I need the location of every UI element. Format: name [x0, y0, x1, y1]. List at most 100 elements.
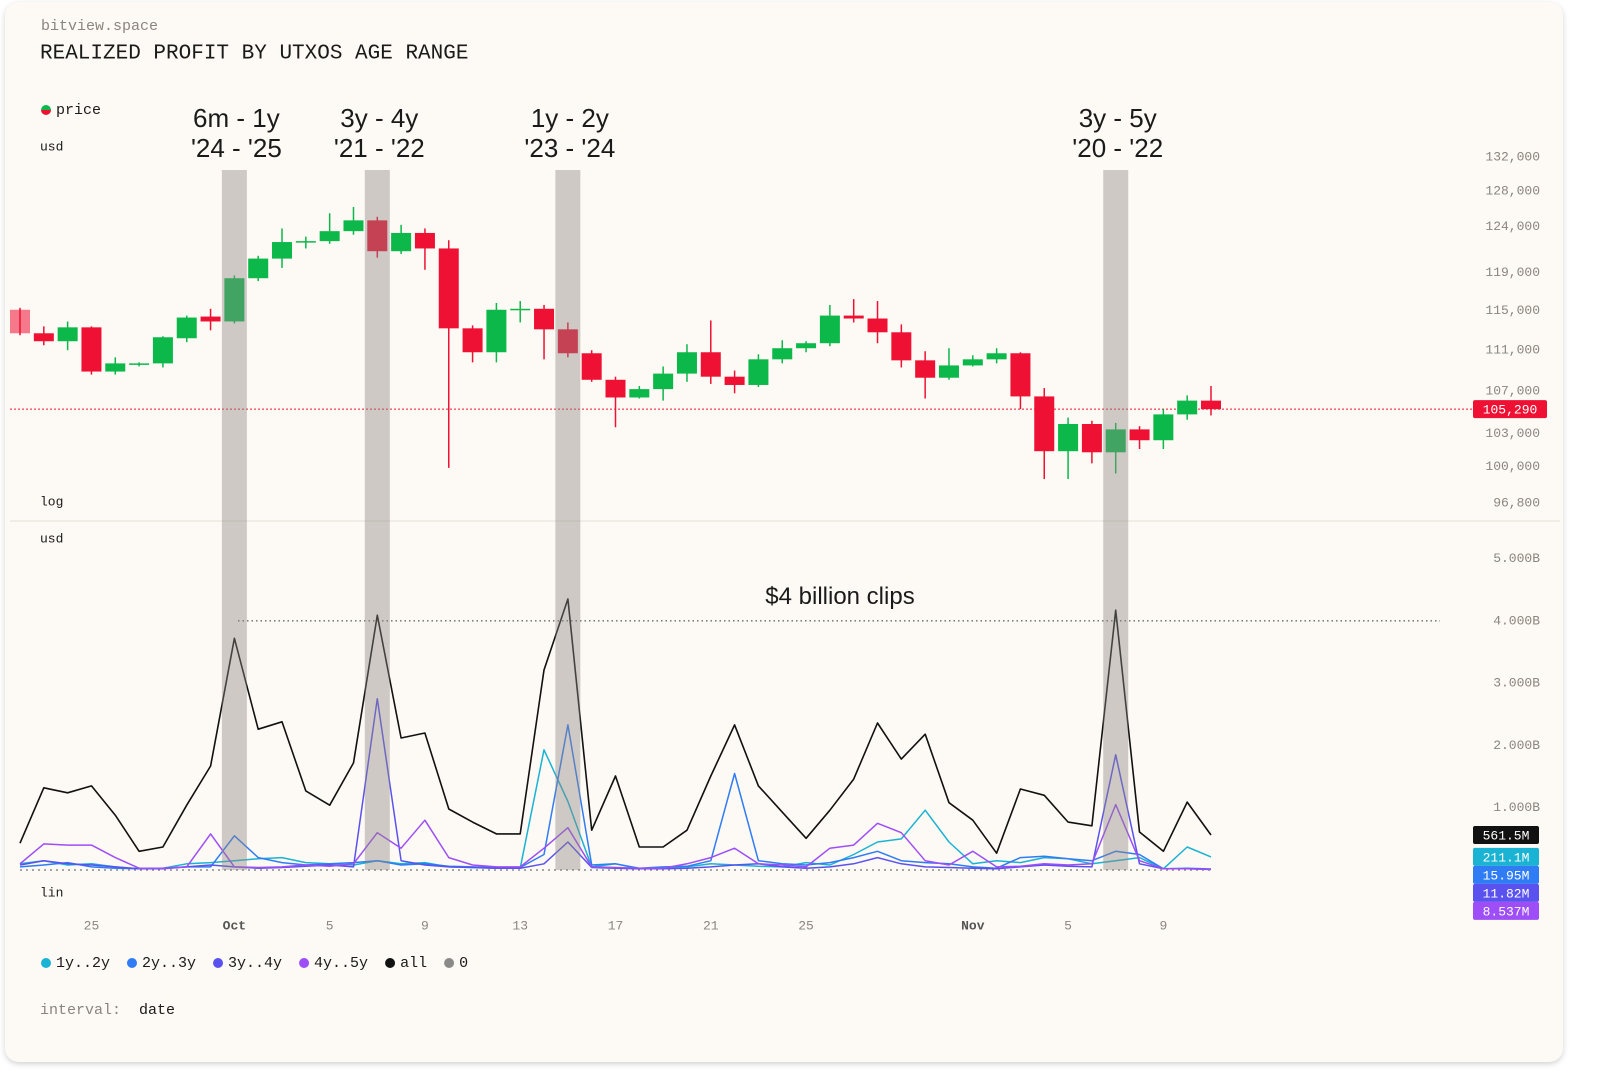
legend-label: 1y..2y	[56, 955, 110, 972]
candle-body	[438, 248, 459, 329]
highlight-band	[1103, 170, 1129, 870]
candle-body	[1058, 424, 1079, 452]
candle-body	[915, 360, 936, 378]
y-tick-label: 128,000	[1485, 184, 1540, 199]
candle-body	[33, 333, 54, 342]
legend-swatch	[213, 958, 224, 968]
candle-body	[152, 337, 173, 364]
candle-body	[986, 353, 1007, 360]
x-tick-label: 13	[512, 918, 528, 933]
candle-body	[81, 327, 102, 372]
y-tick-label: 2.000B	[1493, 738, 1540, 753]
legend-label: price	[56, 102, 101, 119]
series-line	[19, 803, 1212, 871]
y-tick-label: 132,000	[1485, 149, 1540, 164]
candle-body	[962, 359, 983, 366]
x-tick-label: 9	[421, 918, 429, 933]
candle-body	[224, 278, 245, 322]
legend-swatch	[299, 958, 310, 968]
candle-body	[843, 315, 864, 319]
annotation-label: 3y - 5y	[1079, 103, 1157, 133]
x-tick-label: 25	[84, 918, 100, 933]
reference-label: $4 billion clips	[765, 583, 914, 610]
candle-body	[867, 318, 888, 333]
annotation-label: 1y - 2y	[531, 103, 609, 133]
legend-swatch	[444, 958, 455, 968]
legend-item: 1y..2y	[41, 955, 110, 972]
legend-item: 4y..5y	[299, 955, 368, 972]
value-label-bg	[1473, 847, 1539, 866]
candle-body	[772, 348, 793, 360]
value-label-bg	[1473, 883, 1539, 902]
y-unit: usd	[40, 139, 63, 154]
last-price-label-bg	[1473, 400, 1547, 419]
scale-label: log	[40, 494, 63, 509]
value-label: 561.5M	[1483, 828, 1530, 843]
value-label: 11.82M	[1483, 886, 1530, 901]
highlight-band	[364, 170, 390, 870]
candle-body	[700, 352, 721, 377]
y-tick-label: 5.000B	[1493, 551, 1540, 566]
value-label-bg	[1473, 826, 1539, 845]
x-tick-label: 9	[1159, 918, 1167, 933]
x-tick-label: Nov	[961, 918, 985, 933]
candle-body	[724, 376, 745, 385]
value-label: 15.95M	[1483, 868, 1530, 883]
x-tick-label: Oct	[223, 918, 246, 933]
candle-body	[248, 258, 269, 279]
candle-body	[414, 232, 435, 249]
y-tick-label: 119,000	[1485, 265, 1540, 280]
y-tick-label: 103,000	[1485, 426, 1540, 441]
candle-body	[653, 373, 674, 390]
site-name: bitview.space	[41, 18, 158, 35]
candle-body	[676, 352, 697, 374]
value-label-bg	[1473, 901, 1539, 920]
y-tick-label: 107,000	[1485, 384, 1540, 399]
value-label: 8.537M	[1483, 904, 1530, 919]
x-tick-label: 5	[1064, 918, 1072, 933]
candle-body	[1201, 400, 1221, 410]
y-tick-label: 96,800	[1493, 495, 1540, 510]
series-line	[19, 724, 1212, 870]
candle-body	[129, 363, 150, 365]
chart-title: REALIZED PROFIT BY UTXOS AGE RANGE	[40, 43, 468, 66]
candle-body	[1177, 400, 1198, 415]
candle-body	[891, 332, 912, 361]
candle-body	[367, 220, 388, 252]
legend-label: 3y..4y	[228, 955, 282, 972]
y-tick-label: 1.000B	[1493, 800, 1540, 815]
candles	[10, 207, 1221, 480]
legend-item: 3y..4y	[213, 955, 282, 972]
candle-body	[105, 363, 126, 372]
annotation-label: 3y - 4y	[340, 103, 418, 133]
candle-body	[462, 328, 483, 353]
candle-body	[272, 242, 293, 259]
candle-body	[605, 379, 626, 398]
scale-label: lin	[40, 885, 63, 900]
candle-body	[581, 353, 602, 380]
candle-body	[796, 343, 817, 349]
y-unit: usd	[40, 531, 63, 546]
legend-label: 0	[459, 955, 468, 972]
legend-swatch	[127, 958, 138, 968]
candle-body	[391, 232, 412, 252]
series-line	[19, 598, 1212, 855]
legend-item: 2y..3y	[127, 955, 196, 972]
y-tick-label: 100,000	[1485, 459, 1540, 474]
y-tick-label: 111,000	[1485, 343, 1540, 358]
candle-body	[938, 365, 959, 378]
annotation-label: '24 - '25	[191, 133, 282, 163]
candle-body	[557, 329, 578, 354]
candle-body	[1010, 353, 1031, 397]
candle-body	[10, 309, 30, 334]
legend-item: 0	[444, 955, 468, 972]
candle-body	[295, 241, 316, 243]
legend-label: 2y..3y	[142, 955, 196, 972]
annotation-label: '21 - '22	[334, 133, 425, 163]
legend-item: all	[385, 955, 427, 972]
x-tick-label: 25	[798, 918, 814, 933]
candle-body	[343, 220, 364, 232]
annotation-label: '20 - '22	[1072, 133, 1163, 163]
